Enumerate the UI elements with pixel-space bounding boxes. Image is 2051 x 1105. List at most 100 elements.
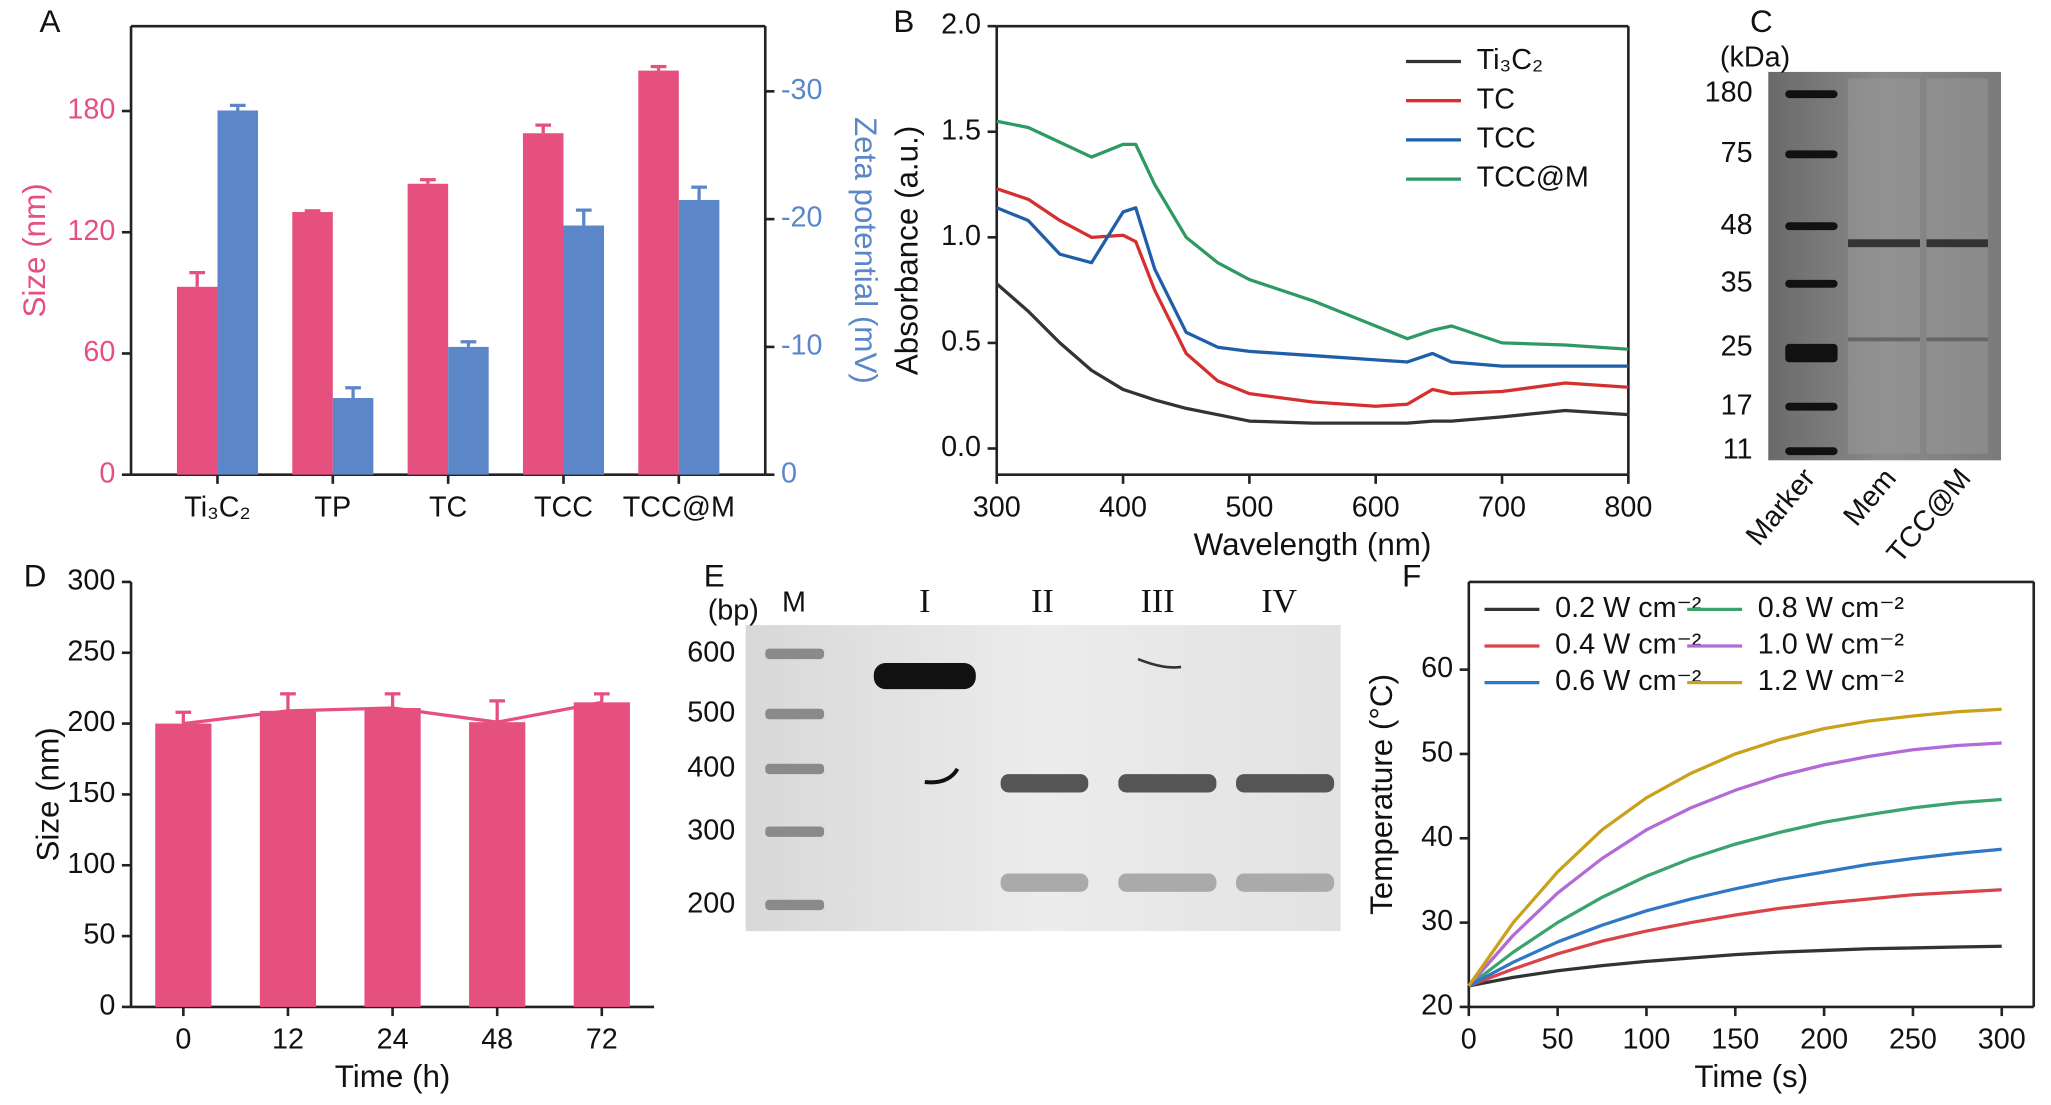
- y-tick-label: 60: [83, 336, 115, 368]
- bar: [563, 225, 605, 475]
- ladder-label: 75: [1721, 137, 1753, 169]
- sample-band: [1848, 337, 1920, 342]
- x-tick-label: 700: [1478, 491, 1526, 523]
- sample-band: [1118, 774, 1217, 793]
- bar: [332, 398, 374, 475]
- bar: [678, 199, 720, 475]
- legend-label: 0.6 W cm⁻²: [1555, 665, 1702, 697]
- legend-label: 0.4 W cm⁻²: [1555, 629, 1702, 661]
- ladder-band: [765, 708, 825, 720]
- error-bar: [460, 340, 477, 347]
- y-tick-label: 250: [67, 635, 115, 667]
- ladder-band: [1785, 90, 1838, 99]
- error-bar: [229, 103, 246, 111]
- error-bar: [575, 208, 592, 226]
- ladder-band: [765, 826, 825, 837]
- legend-label: Ti₃C₂: [1477, 44, 1544, 76]
- x-tick-label: TC: [429, 491, 467, 523]
- sample-band: [1000, 774, 1089, 793]
- y-tick-label: 1.5: [941, 114, 981, 146]
- y-tick-label: 200: [67, 706, 115, 738]
- y-tick-label: 0.5: [941, 326, 981, 358]
- y-axis-label: Size (nm): [17, 183, 52, 317]
- y-tick-label: 30: [1421, 905, 1453, 937]
- y-tick-label: 0: [99, 990, 115, 1022]
- artifact: [924, 767, 960, 785]
- x-tick-label: 500: [1225, 491, 1273, 523]
- ladder-label: 35: [1721, 266, 1753, 298]
- line-series: [995, 282, 1629, 425]
- bar: [364, 708, 421, 1007]
- ladder-label: 600: [687, 636, 735, 668]
- ladder-label: 48: [1721, 209, 1753, 241]
- ladder-band: [765, 648, 825, 660]
- ladder-band: [1785, 222, 1838, 231]
- y-tick-label: 40: [1421, 821, 1453, 853]
- lane-label: Marker: [1740, 462, 1822, 551]
- ladder-band: [765, 899, 825, 911]
- artifact: [1137, 657, 1182, 669]
- panel-letter: E: [704, 558, 725, 593]
- x-tick-label: TCC@M: [623, 491, 735, 523]
- panel-letter: C: [1750, 4, 1773, 39]
- x-tick-label: 250: [1889, 1024, 1937, 1056]
- line-series: [1467, 797, 2002, 988]
- x-tick-label: 300: [973, 491, 1021, 523]
- x-tick-label: 48: [481, 1024, 513, 1056]
- legend-label: TC: [1477, 83, 1515, 115]
- y-tick-label: -30: [781, 74, 823, 106]
- error-bar: [304, 209, 321, 213]
- lane-label: IV: [1261, 583, 1297, 620]
- bar: [469, 722, 526, 1007]
- x-tick-label: 400: [1099, 491, 1147, 523]
- legend-label: TCC@M: [1477, 162, 1589, 194]
- legend-label: 0.2 W cm⁻²: [1555, 592, 1702, 624]
- x-tick-label: 300: [1978, 1024, 2026, 1056]
- y-tick-label: 300: [67, 565, 115, 597]
- line-series: [996, 206, 1629, 368]
- ladder-label: 11: [1723, 434, 1753, 466]
- legend-label: 1.2 W cm⁻²: [1758, 665, 1905, 697]
- y-tick-label: 150: [67, 777, 115, 809]
- error-bar: [280, 692, 296, 711]
- bar: [292, 212, 333, 475]
- y-tick-label: -20: [781, 202, 823, 234]
- y-tick-label: 120: [67, 215, 115, 247]
- y-tick-label: 2.0: [941, 9, 981, 41]
- y-axis-label: Temperature (°C): [1364, 674, 1399, 915]
- line-series: [1468, 944, 2002, 988]
- legend-label: 0.8 W cm⁻²: [1758, 592, 1905, 624]
- line-series: [1468, 847, 2002, 988]
- trend-line: [183, 700, 603, 726]
- ladder-label: 17: [1721, 389, 1753, 421]
- x-tick-label: 100: [1622, 1024, 1670, 1056]
- x-tick-label: 12: [272, 1024, 304, 1056]
- ladder-label: 400: [687, 752, 735, 784]
- error-bar: [420, 178, 436, 184]
- error-bar: [345, 386, 361, 399]
- bar: [259, 710, 317, 1007]
- line-series: [996, 187, 1629, 408]
- sample-band: [873, 663, 976, 690]
- sample-band: [1118, 873, 1217, 892]
- sample-band: [1000, 873, 1089, 892]
- error-bar: [175, 710, 192, 724]
- x-tick-label: 50: [1542, 1024, 1574, 1056]
- ladder-band: [765, 763, 825, 775]
- y-axis-label: Size (nm): [30, 727, 65, 861]
- sample-band: [1236, 873, 1335, 892]
- bar: [573, 702, 630, 1007]
- x-tick-label: TCC: [534, 491, 593, 523]
- lane-label: II: [1031, 583, 1054, 620]
- ladder-band: [1785, 150, 1838, 159]
- legend-label: TCC: [1477, 123, 1536, 155]
- panel-letter: A: [40, 4, 61, 39]
- line-series: [1468, 888, 2002, 988]
- error-bar: [384, 692, 401, 709]
- line-series: [996, 119, 1629, 351]
- y-axis-label: Absorbance (a.u.): [889, 126, 924, 375]
- bar: [638, 70, 679, 475]
- ladder-label: 180: [1705, 77, 1753, 109]
- y-tick-label: 0: [99, 457, 115, 489]
